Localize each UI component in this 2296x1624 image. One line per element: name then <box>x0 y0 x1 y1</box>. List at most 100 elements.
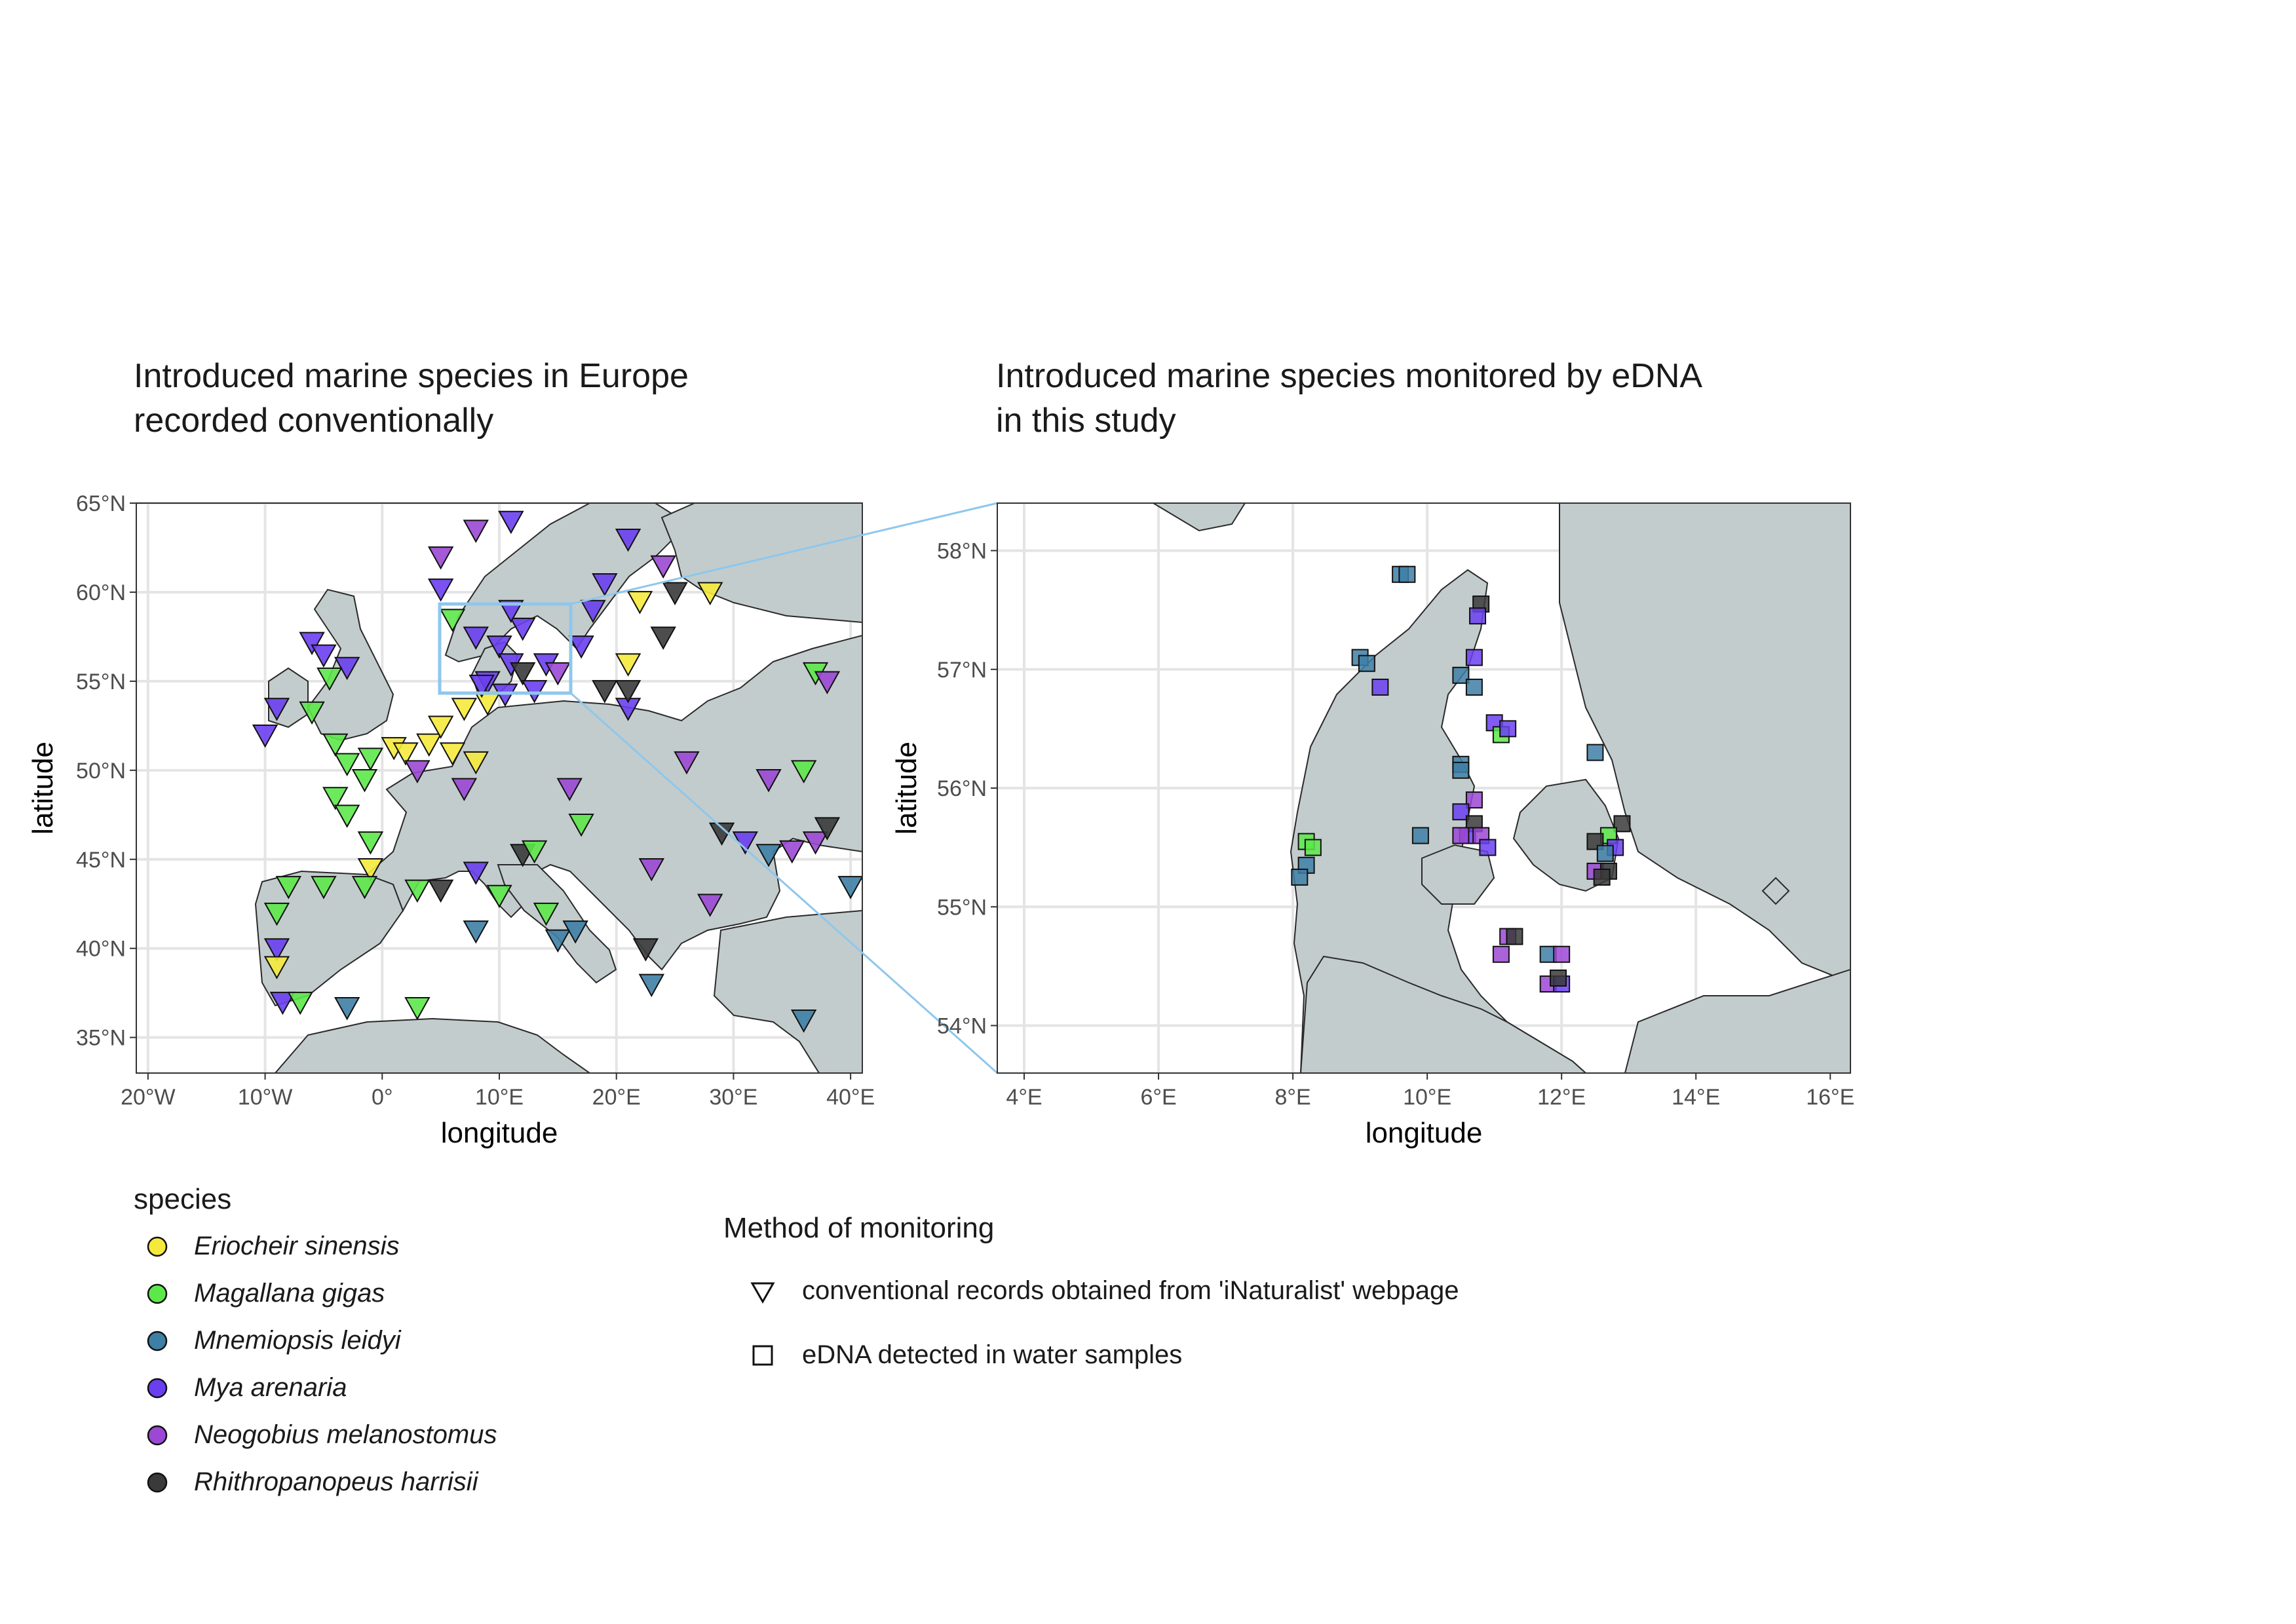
record-triangle <box>263 902 290 926</box>
species-legend-item: Mya arenaria <box>145 1373 347 1403</box>
record-triangle <box>556 778 583 802</box>
y-tick-label: 54°N <box>937 1014 987 1039</box>
record-triangle <box>638 858 665 882</box>
record-triangle <box>545 662 571 686</box>
record-triangle <box>299 632 325 656</box>
record-triangle <box>463 519 489 543</box>
europe-records <box>252 510 862 1033</box>
record-triangle <box>632 938 659 962</box>
denmark-land <box>1152 503 1850 1073</box>
landmass-turkey-levant <box>713 909 862 1073</box>
x-tick-label: 8°E <box>1274 1085 1311 1110</box>
record-triangle <box>650 555 676 579</box>
x-tick-label: 20°E <box>592 1085 641 1110</box>
species-legend-label: Eriocheir sinensis <box>194 1232 400 1260</box>
x-tick-label: 10°E <box>1403 1085 1451 1110</box>
record-triangle <box>439 609 466 632</box>
detection-square <box>1358 654 1375 672</box>
method-legend-conventional-label: conventional records obtained from 'iNat… <box>802 1276 1459 1305</box>
record-triangle <box>427 578 454 602</box>
detection-square <box>1586 744 1604 761</box>
x-tick-label: 4°E <box>1006 1085 1042 1110</box>
circle-icon <box>147 1283 168 1304</box>
species-legend-label: Mnemiopsis leidyi <box>194 1326 401 1355</box>
circle-icon <box>147 1236 168 1256</box>
record-triangle <box>427 546 454 570</box>
y-tick-label: 56°N <box>937 776 987 801</box>
zoom-connector-bottom <box>570 692 998 1074</box>
method-legend-title: Method of monitoring <box>723 1212 995 1244</box>
record-triangle <box>351 769 378 793</box>
record-triangle <box>498 599 524 624</box>
record-triangle <box>779 840 805 864</box>
x-tick-label: 30°E <box>709 1085 757 1110</box>
detection-square <box>1411 827 1429 844</box>
record-triangle <box>562 920 588 944</box>
europe-xlabel: longitude <box>441 1117 558 1149</box>
method-legend-edna: eDNA detected in water samples <box>750 1340 1182 1370</box>
record-triangle <box>697 894 723 917</box>
species-legend-item: Neogobius melanostomus <box>145 1420 497 1450</box>
europe-map <box>136 502 863 1074</box>
record-triangle <box>814 817 841 840</box>
record-triangle <box>334 753 360 776</box>
method-legend-edna-label: eDNA detected in water samples <box>802 1340 1183 1369</box>
record-triangle <box>790 760 817 784</box>
detection-square <box>1465 649 1483 666</box>
detection-square <box>1506 928 1523 945</box>
record-triangle <box>316 668 343 691</box>
detection-square <box>1398 565 1416 583</box>
record-triangle <box>357 831 384 855</box>
y-tick-label: 57°N <box>937 658 987 683</box>
landmass-ireland <box>268 667 309 728</box>
y-tick-label: 50°N <box>76 759 126 784</box>
detection-square <box>1593 868 1611 886</box>
x-tick-label: 16°E <box>1806 1085 1854 1110</box>
record-triangle <box>334 804 360 828</box>
square-icon <box>752 1345 773 1365</box>
detection-square <box>1291 868 1309 886</box>
y-tick-label: 58°N <box>937 539 987 564</box>
zoom-connector-top <box>570 502 998 605</box>
record-triangle <box>287 991 313 1015</box>
species-legend-item: Rhithropanopeus harrisii <box>145 1467 478 1497</box>
record-triangle <box>674 751 700 775</box>
species-legend-item: Eriocheir sinensis <box>145 1232 399 1261</box>
record-triangle <box>269 991 296 1015</box>
record-triangle <box>626 591 653 614</box>
edna-detections <box>1291 565 1631 993</box>
species-legend-label: Neogobius melanostomus <box>194 1420 497 1449</box>
record-triangle <box>814 671 841 694</box>
detection-square <box>1479 839 1497 856</box>
x-tick-label: 20°W <box>121 1085 176 1110</box>
detection-square <box>1550 970 1567 987</box>
record-triangle <box>521 680 548 704</box>
record-triangle <box>592 573 618 597</box>
record-triangle <box>463 626 489 650</box>
species-legend-item: Mnemiopsis leidyi <box>145 1326 401 1355</box>
record-triangle <box>404 760 430 784</box>
record-triangle <box>392 742 419 766</box>
record-triangle <box>545 929 571 953</box>
record-triangle <box>263 698 290 721</box>
record-triangle <box>463 861 489 885</box>
record-triangle <box>351 876 378 899</box>
record-triangle <box>662 582 688 605</box>
record-triangle <box>510 662 536 686</box>
left-panel-title: Introduced marine species in Europe reco… <box>134 357 689 440</box>
triangle-icon <box>750 1282 775 1304</box>
x-tick-label: 6°E <box>1140 1085 1176 1110</box>
record-triangle <box>427 879 454 903</box>
record-triangle <box>568 635 594 659</box>
detection-square <box>1499 720 1517 738</box>
europe-ylabel: latitude <box>27 742 59 835</box>
record-triangle <box>463 920 489 944</box>
denmark-axes: 4°E 6°E 8°E 10°E 12°E 14°E 16°E 58°N 57°N 56°N 55°… <box>937 539 1854 1110</box>
record-triangle <box>322 787 349 810</box>
record-triangle <box>802 831 829 855</box>
landmass-funen <box>1421 844 1495 905</box>
detection-square <box>1469 607 1487 625</box>
record-triangle <box>756 769 782 793</box>
record-triangle <box>568 813 594 837</box>
record-triangle <box>510 617 536 641</box>
